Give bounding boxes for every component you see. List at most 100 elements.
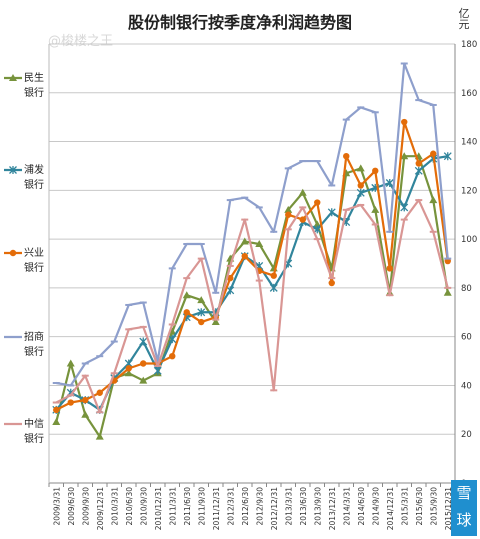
data-point [52, 418, 61, 426]
data-point [401, 118, 408, 126]
x-tick-label: 2011/6/30 [183, 487, 192, 526]
x-tick-label: 2009/9/30 [81, 487, 90, 526]
data-point [125, 365, 132, 372]
data-point [429, 196, 438, 204]
data-point [226, 286, 235, 295]
x-tick-label: 2010/9/30 [139, 487, 148, 526]
x-tick-label: 2014/6/30 [357, 487, 366, 526]
x-tick-label: 2014/9/30 [371, 487, 380, 526]
y-tick-label: 120 [461, 186, 477, 196]
x-tick-label: 2013/12/31 [328, 487, 337, 530]
badge-char-1: 雪 [456, 484, 472, 502]
x-tick-label: 2010/12/31 [154, 487, 163, 530]
data-point [9, 249, 17, 257]
data-point [356, 188, 365, 197]
data-point [96, 389, 103, 396]
data-point [9, 166, 17, 174]
series-line [55, 120, 449, 411]
x-tick-label: 2012/3/31 [226, 487, 235, 526]
legend-label: 民生 [24, 71, 44, 84]
legend-label: 招商 [24, 330, 44, 343]
data-point [82, 396, 89, 404]
data-point [371, 205, 380, 213]
data-point [372, 167, 379, 175]
data-point [9, 74, 17, 81]
data-point [269, 283, 278, 292]
legend-label: 银行 [24, 432, 44, 445]
legend-label: 银行 [24, 178, 44, 191]
data-point [343, 152, 350, 160]
data-point [198, 318, 205, 326]
data-point [285, 211, 292, 218]
data-point [414, 166, 423, 175]
axes: 0204060801001201401601802009/3/312009/6/… [48, 40, 477, 530]
data-point [443, 288, 452, 296]
data-point [415, 160, 422, 167]
chart-title: 股份制银行按季度净利润趋势图 [127, 13, 352, 32]
x-tick-label: 2013/3/31 [284, 487, 293, 526]
data-point [356, 164, 365, 172]
data-point [169, 352, 176, 360]
x-tick-label: 2015/12/31 [444, 487, 453, 530]
legend-label: 银行 [24, 86, 44, 99]
x-tick-label: 2009/3/31 [52, 487, 61, 526]
y-axis-unit: 亿元 [458, 7, 470, 31]
x-tick-label: 2010/6/30 [125, 487, 134, 526]
series-line [55, 155, 449, 438]
data-point [284, 205, 293, 213]
x-tick-label: 2011/9/30 [197, 487, 206, 526]
data-point [139, 376, 148, 384]
data-point [386, 265, 393, 272]
x-tick-label: 2012/6/30 [241, 487, 250, 526]
data-point [327, 208, 336, 217]
x-tick-label: 2009/12/31 [96, 487, 105, 530]
data-point [400, 203, 409, 212]
data-point [183, 309, 190, 316]
data-point [81, 410, 90, 418]
legend-label: 浦发 [24, 163, 44, 176]
legend-label: 银行 [24, 345, 44, 358]
data-point [255, 239, 264, 247]
y-tick-label: 100 [461, 235, 477, 245]
data-point [227, 274, 234, 282]
data-point [314, 199, 321, 206]
data-point [197, 296, 206, 304]
x-tick-label: 2011/3/31 [168, 487, 177, 526]
data-point [299, 216, 306, 223]
data-point [400, 152, 409, 160]
data-point [53, 406, 60, 414]
data-point [241, 252, 248, 260]
x-tick-label: 2015/3/31 [400, 487, 409, 526]
x-tick-label: 2012/9/30 [255, 487, 264, 526]
data-point [430, 150, 437, 157]
y-tick-label: 140 [461, 138, 477, 148]
y-tick-label: 20 [461, 430, 472, 440]
x-tick-label: 2014/12/31 [386, 487, 395, 530]
y-tick-label: 160 [461, 89, 477, 99]
watermark: @梭楼之王 [48, 34, 114, 49]
data-point [168, 335, 177, 344]
x-tick-label: 2013/6/30 [299, 487, 308, 526]
legend-label: 中信 [24, 417, 44, 430]
data-point [211, 318, 220, 326]
data-point [385, 179, 394, 188]
x-tick-label: 2010/3/31 [110, 487, 119, 526]
data-point [357, 182, 364, 189]
data-point [240, 237, 249, 245]
y-tick-label: 40 [461, 381, 472, 391]
data-point [67, 399, 74, 406]
y-tick-label: 80 [461, 284, 472, 294]
series-lines [52, 62, 452, 440]
series-line [56, 62, 449, 387]
series-3 [53, 118, 451, 414]
data-point [270, 272, 277, 279]
data-point [124, 369, 133, 377]
data-point [153, 366, 162, 375]
x-tick-label: 2015/6/30 [415, 487, 424, 526]
